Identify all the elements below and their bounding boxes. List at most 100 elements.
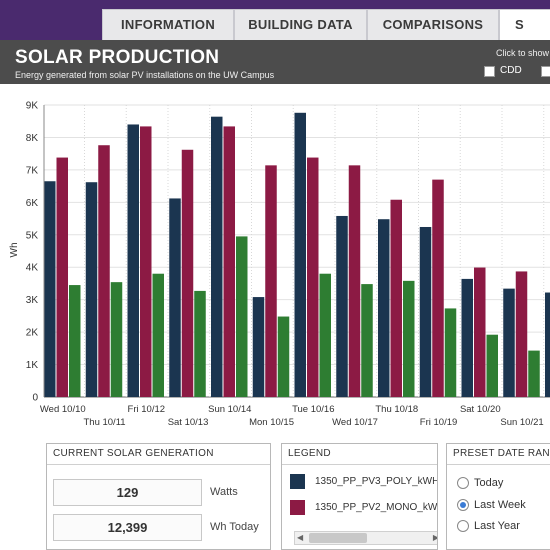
bar-series2[interactable] [223,126,236,397]
cdd-checkbox-label: CDD [500,65,522,76]
bar-series3[interactable] [486,334,499,397]
y-axis-label: Wh [9,243,20,258]
legend-swatch-poly [290,474,305,489]
tab-solar[interactable]: S [499,9,550,40]
x-tick-label: Sun 10/21 [500,417,543,428]
bar-series2[interactable] [515,271,528,397]
preset-option-last-week[interactable]: Last Week [457,499,526,515]
bar-series3[interactable] [69,285,81,397]
preset-heading: PRESET DATE RANG [447,444,550,465]
bar-series1[interactable] [503,288,515,397]
bar-series1[interactable] [545,292,550,397]
x-tick-label: Sun 10/14 [208,404,251,415]
tab-comparisons[interactable]: COMPARISONS [367,9,499,40]
radio-last-week[interactable] [457,499,469,512]
bar-series1[interactable] [85,182,98,397]
second-checkbox[interactable] [541,66,550,77]
preset-option-last-year[interactable]: Last Year [457,520,520,536]
bar-series1[interactable] [252,297,265,397]
wh-today-value: 12,399 [53,514,202,541]
legend-panel: LEGEND 1350_PP_PV3_POLY_kWH 1350_PP_PV2_… [281,443,438,550]
bar-series2[interactable] [181,149,194,397]
bar-series3[interactable] [319,273,332,397]
y-tick-label: 7K [26,165,39,176]
bar-series1[interactable] [378,219,390,397]
y-tick-label: 6K [26,198,39,209]
y-tick-label: 8K [26,133,39,144]
legend-item-poly[interactable]: 1350_PP_PV3_POLY_kWH [290,474,438,490]
bar-series2[interactable] [432,179,444,397]
y-tick-label: 9K [26,101,39,112]
top-tab-bar: INFORMATION BUILDING DATA COMPARISONS S [0,0,550,40]
page-subtitle: Energy generated from solar PV installat… [15,70,275,80]
legend-label-poly: 1350_PP_PV3_POLY_kWH [315,476,438,488]
preset-label-last-year: Last Year [474,520,520,532]
watts-value: 129 [53,479,202,506]
bar-series2[interactable] [140,126,152,397]
bar-series1[interactable] [419,226,432,397]
bar-series3[interactable] [152,273,165,397]
bar-series2[interactable] [265,165,277,397]
chart-bars [44,112,550,398]
bar-series1[interactable] [211,116,223,398]
bar-series3[interactable] [277,316,290,397]
x-tick-label: Fri 10/12 [128,404,166,415]
y-tick-label: 0 [32,393,38,404]
x-tick-label: Wed 10/10 [40,404,86,415]
bar-series1[interactable] [294,112,307,397]
legend-item-mono[interactable]: 1350_PP_PV2_MONO_kW [290,500,437,516]
preset-label-today: Today [474,477,504,489]
bar-series3[interactable] [110,282,123,397]
solar-bar-chart: 0 1K 2K 3K 4K 5K 6K 7K 8K 9K Wed 10/10 Thu 10/11 Fri… [0,84,550,432]
bar-series2[interactable] [348,165,361,397]
x-tick-label: Tue 10/16 [292,404,334,415]
y-tick-label: 5K [26,230,39,241]
click-to-show-label: Click to show [496,48,550,58]
bar-series1[interactable] [127,124,140,397]
y-tick-label: 1K [26,360,39,371]
bar-series1[interactable] [336,215,348,397]
y-tick-label: 4K [26,263,39,274]
x-tick-label: Wed 10/17 [332,417,378,428]
legend-heading: LEGEND [282,444,437,465]
current-generation-panel: CURRENT SOLAR GENERATION 129 Watts 12,39… [46,443,271,550]
x-tick-label: Sat 10/13 [168,417,209,428]
watts-unit: Watts [210,486,238,498]
preset-label-last-week: Last Week [474,499,526,511]
bar-series2[interactable] [390,199,403,397]
x-tick-label: Mon 10/15 [249,417,294,428]
x-tick-label: Sat 10/20 [460,404,501,415]
x-tick-label: Thu 10/18 [375,404,418,415]
bar-series3[interactable] [361,284,373,397]
cdd-checkbox[interactable] [484,66,495,77]
radio-last-year[interactable] [457,520,469,533]
current-generation-heading: CURRENT SOLAR GENERATION [47,444,270,465]
bar-series2[interactable] [474,267,486,397]
scroll-thumb[interactable] [309,533,367,543]
bar-series3[interactable] [403,280,415,397]
tab-building-data[interactable]: BUILDING DATA [234,9,367,40]
legend-swatch-mono [290,500,305,515]
x-tick-label: Thu 10/11 [83,417,125,428]
tab-information[interactable]: INFORMATION [102,9,234,40]
bar-series1[interactable] [461,278,474,397]
page-title: SOLAR PRODUCTION [15,47,220,68]
bar-series2[interactable] [56,157,69,397]
preset-option-today[interactable]: Today [457,477,503,493]
bar-series3[interactable] [444,308,457,397]
preset-date-range-panel: PRESET DATE RANG Today Last Week Last Ye… [446,443,550,550]
scroll-right-arrow-icon[interactable]: ▶ [433,533,437,543]
scroll-left-arrow-icon[interactable]: ◀ [297,533,304,542]
bar-series3[interactable] [528,350,540,397]
bar-series2[interactable] [307,157,319,397]
bar-series1[interactable] [169,198,181,397]
bar-series1[interactable] [44,181,56,397]
legend-scrollbar[interactable]: ◀ ▶ [294,531,437,545]
bar-series3[interactable] [194,290,206,397]
y-tick-label: 2K [26,328,39,339]
radio-today[interactable] [457,477,469,490]
bar-series2[interactable] [98,145,110,397]
legend-label-mono: 1350_PP_PV2_MONO_kW [315,502,438,514]
bar-series3[interactable] [236,236,248,397]
